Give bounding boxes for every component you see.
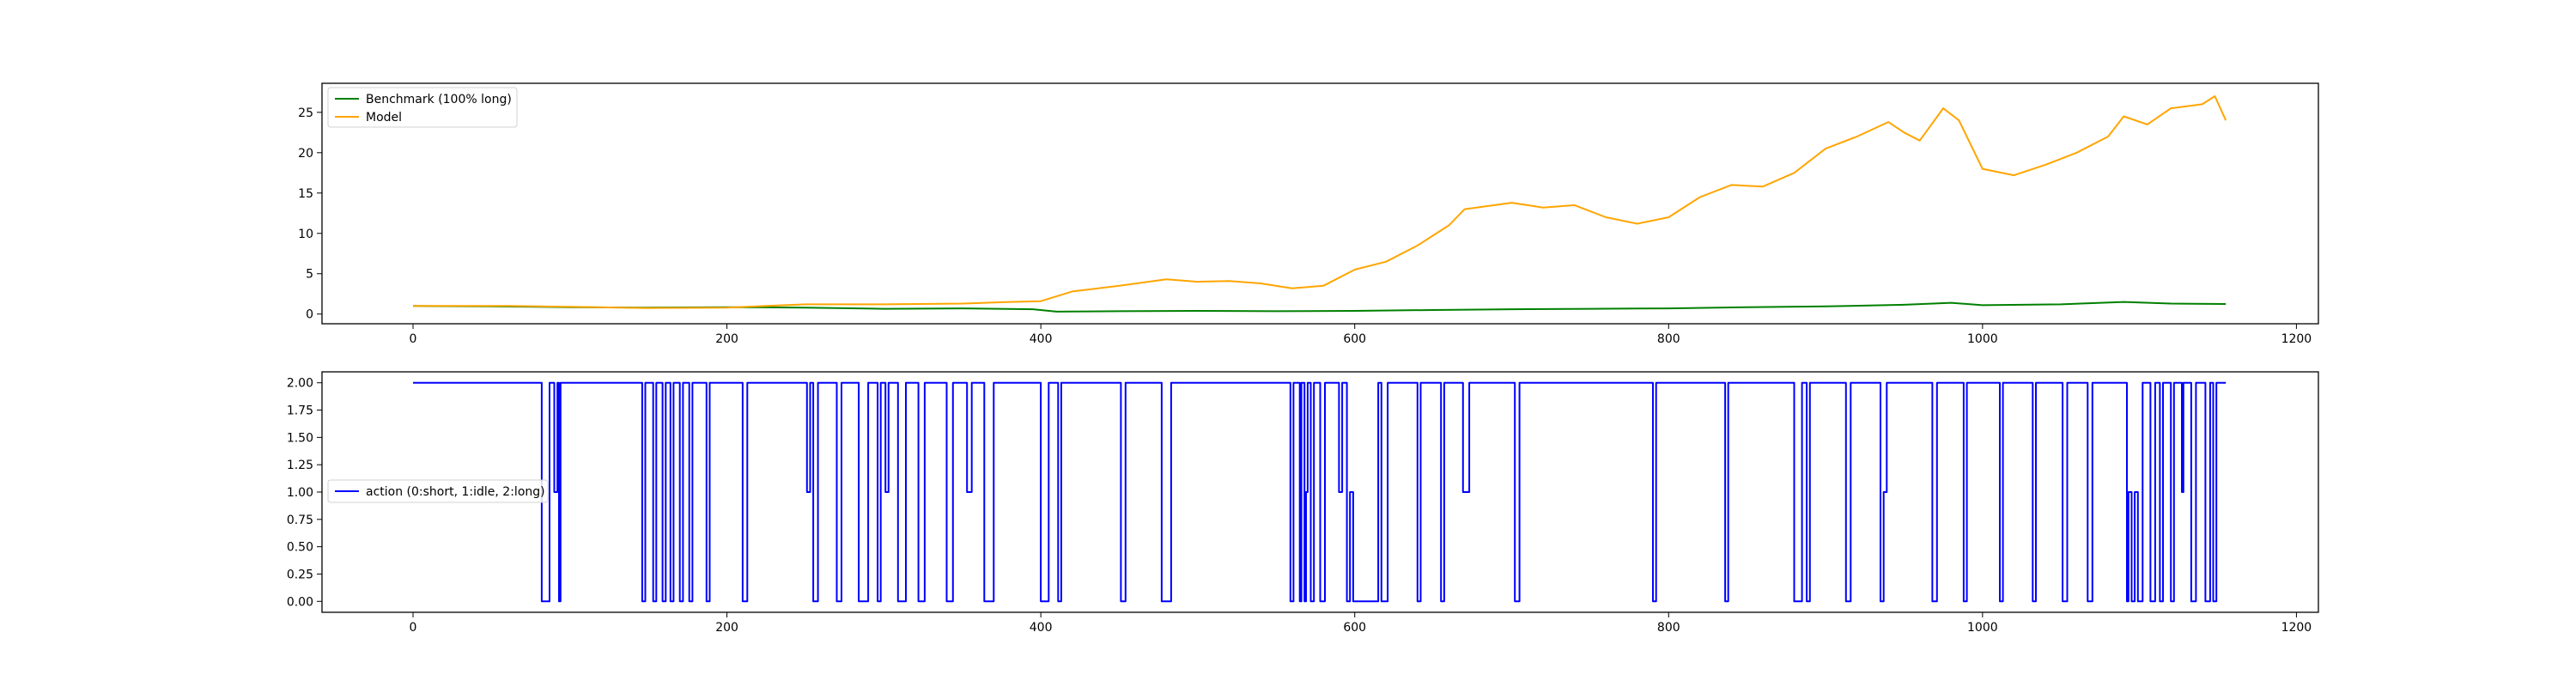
action-legend: action (0:short, 1:idle, 2:long) [327,479,549,503]
action-x-ticks: 0 200 400 600 800 1000 1200 [410,612,2312,635]
x-tick-label: 1200 [2281,621,2312,635]
y-tick-label: 15 [298,187,313,201]
x-tick-label: 200 [715,332,738,346]
y-tick-label: 0.50 [287,541,313,555]
y-tick-label: 1.75 [287,404,313,418]
y-tick-label: 5 [306,268,313,282]
y-tick-label: 1.25 [287,459,313,472]
x-tick-label: 400 [1030,332,1053,346]
y-tick-label: 20 [298,147,313,161]
x-tick-label: 0 [410,332,417,346]
x-tick-label: 800 [1657,332,1680,346]
equity-lines [412,95,2227,313]
x-tick-label: 600 [1343,332,1366,346]
equity-axes-frame [321,82,2319,325]
x-tick-label: 200 [715,621,738,635]
action-y-ticks: 0.00 0.25 0.50 0.75 1.00 1.25 1.50 1.75 2.00 [287,377,322,609]
x-tick-label: 1000 [1967,621,1998,635]
x-tick-label: 0 [410,621,417,635]
y-tick-label: 2.00 [287,377,313,391]
y-tick-label: 1.00 [287,486,313,500]
equity-y-ticks: 0 5 10 15 20 25 [298,106,322,322]
equity-legend-box [327,87,518,128]
y-tick-label: 0.25 [287,568,313,581]
legend-model-label: Model [366,111,402,125]
y-tick-label: 25 [298,106,313,120]
series-line-2 [413,95,2227,309]
x-tick-label: 1000 [1967,332,1998,346]
action-legend-box [327,479,549,503]
x-tick-label: 600 [1343,621,1366,635]
y-tick-label: 0 [306,308,313,322]
action-lines [413,381,2227,603]
legend-benchmark-label: Benchmark (100% long) [366,93,512,106]
equity-chart: 0 200 400 600 800 1000 1200 0 5 10 15 20 25 Benchma… [298,82,2319,346]
y-tick-label: 0.00 [287,595,313,609]
action-chart: 0 200 400 600 800 1000 1200 0.00 0.25 0.50 0.75 1.… [287,371,2319,635]
series-line-1 [413,381,2227,603]
legend-action-label: action (0:short, 1:idle, 2:long) [366,485,545,499]
y-tick-label: 0.75 [287,514,313,527]
y-tick-label: 1.50 [287,431,313,445]
equity-legend: Benchmark (100% long) Model [327,87,518,128]
x-tick-label: 400 [1030,621,1053,635]
y-tick-label: 10 [298,228,313,241]
x-tick-label: 1200 [2281,332,2312,346]
x-tick-label: 800 [1657,621,1680,635]
equity-x-ticks: 0 200 400 600 800 1000 1200 [410,324,2312,346]
